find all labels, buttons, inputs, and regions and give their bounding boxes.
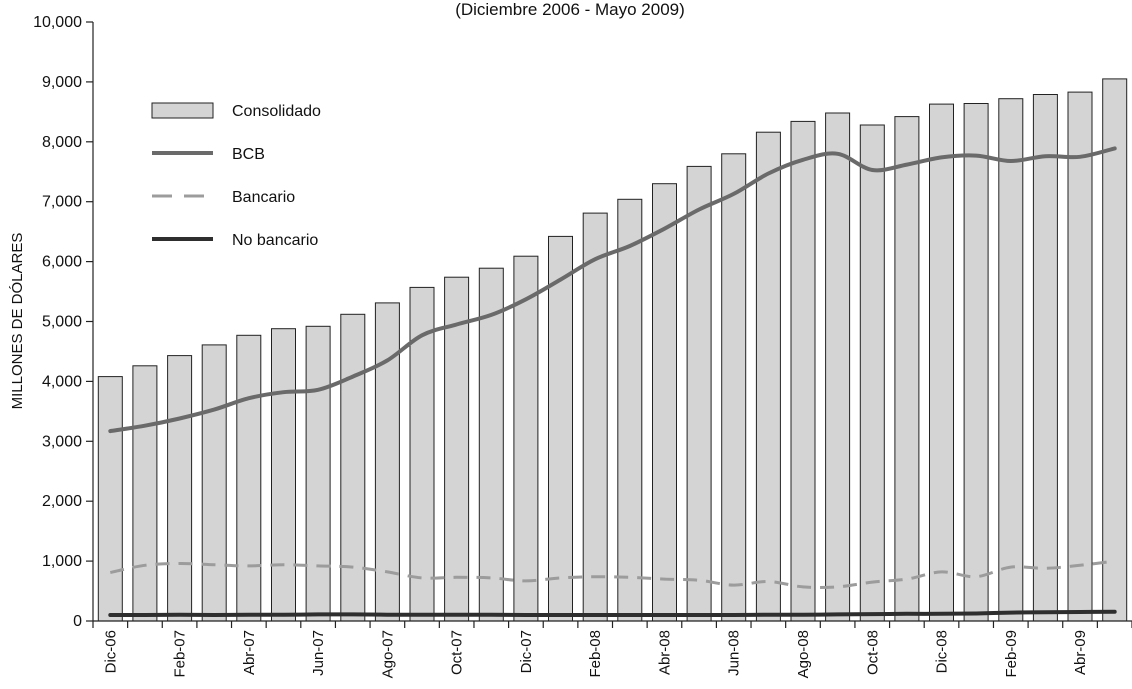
line-no-bancario xyxy=(108,609,1117,618)
y-tick-label: 10,000 xyxy=(33,14,82,31)
x-tick-label: Dic-08 xyxy=(934,630,951,673)
bar-ene-08 xyxy=(548,235,573,622)
bar-mar-07 xyxy=(201,344,227,622)
y-tick-label: 6,000 xyxy=(42,254,82,271)
bar-oct-07 xyxy=(444,276,470,622)
x-tick-label: Jun-08 xyxy=(726,630,743,676)
bar-dic-07 xyxy=(513,255,539,622)
bar-may-09 xyxy=(1102,78,1128,622)
x-tick-label: Jun-07 xyxy=(310,630,327,676)
x-tick-label: Feb-07 xyxy=(172,630,189,678)
bar-nov-07 xyxy=(478,267,504,622)
bar-may-07 xyxy=(271,328,296,622)
line-bcb xyxy=(108,146,1117,434)
bar-abr-09 xyxy=(1067,91,1093,622)
y-tick-label: 4,000 xyxy=(42,373,82,390)
legend-label: BCB xyxy=(232,146,265,163)
legend-label: No bancario xyxy=(232,232,318,249)
bars-layer xyxy=(97,78,1128,622)
bar-jun-07 xyxy=(305,325,331,622)
y-tick-label: 0 xyxy=(73,613,82,630)
bar-abr-07 xyxy=(236,334,262,622)
bar-dic-08 xyxy=(929,103,954,622)
bar-feb-07 xyxy=(167,355,193,622)
y-tick-label: 3,000 xyxy=(42,433,82,450)
y-tick-label: 8,000 xyxy=(42,134,82,151)
bar-mar-09 xyxy=(1032,94,1058,622)
legend-label: Consolidado xyxy=(232,103,321,120)
x-tick-label: Feb-09 xyxy=(1003,630,1020,678)
bar-may-08 xyxy=(686,165,712,622)
bar-jun-08 xyxy=(721,153,747,622)
y-tick-label: 9,000 xyxy=(42,74,82,91)
bar-ago-08 xyxy=(790,120,816,622)
x-tick-label: Ago-08 xyxy=(795,630,812,678)
x-tick-label: Oct-07 xyxy=(449,630,466,675)
y-tick-label: 1,000 xyxy=(42,553,82,570)
lines-layer xyxy=(108,146,1117,618)
x-tick-label: Dic-07 xyxy=(518,630,535,673)
y-tick-label: 7,000 xyxy=(42,194,82,211)
bar-jul-07 xyxy=(340,313,366,622)
legend-swatch-consolidado xyxy=(151,102,214,119)
bar-jul-08 xyxy=(755,131,781,622)
bar-sep-08 xyxy=(825,112,851,622)
axes-layer: 0 1,000 2,000 3,000 4,000 5,000 6,000 7,000 8,00… xyxy=(33,14,1132,678)
bar-ene-09 xyxy=(963,103,989,622)
x-tick-label: Ago-07 xyxy=(379,630,396,678)
y-tick-label: 5,000 xyxy=(42,314,82,331)
y-axis-label: MILLONES DE DÓLARES xyxy=(9,233,26,410)
legend-label: Bancario xyxy=(232,189,295,206)
x-tick-label: Abr-07 xyxy=(241,630,258,675)
bar-abr-08 xyxy=(652,183,677,622)
x-tick-label: Abr-09 xyxy=(1072,630,1089,675)
line-bancario xyxy=(109,559,1115,590)
x-tick-label: Abr-08 xyxy=(656,630,673,675)
x-tick-label: Feb-08 xyxy=(587,630,604,678)
bar-sep-07 xyxy=(409,286,435,622)
y-tick-label: 2,000 xyxy=(42,493,82,510)
chart-subtitle: (Diciembre 2006 - Mayo 2009) xyxy=(455,0,685,19)
bar-dic-06 xyxy=(97,376,123,622)
bar-nov-08 xyxy=(894,116,920,622)
bar-feb-09 xyxy=(998,98,1024,622)
bar-ene-07 xyxy=(132,365,158,622)
bar-feb-08 xyxy=(582,212,608,622)
x-tick-label: Dic-06 xyxy=(102,630,119,673)
bar-oct-08 xyxy=(859,124,885,622)
x-tick-label: Oct-08 xyxy=(864,630,881,675)
legend: Consolidado BCB Bancario No bancario xyxy=(151,102,321,249)
bar-mar-08 xyxy=(617,198,643,622)
